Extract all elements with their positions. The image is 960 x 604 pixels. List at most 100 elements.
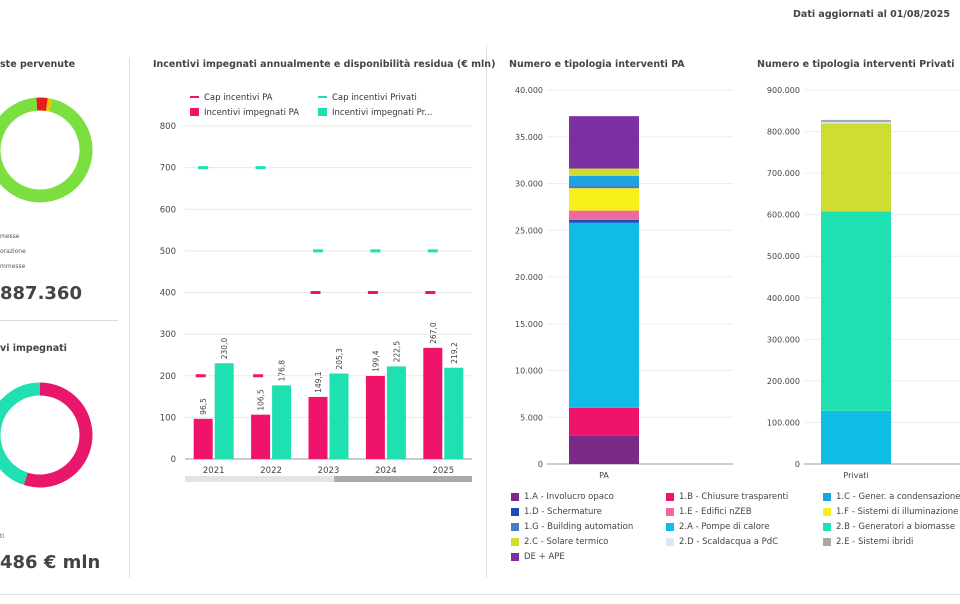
donut-slice <box>23 382 93 488</box>
legend-label: 2.C - Solare termico <box>524 537 609 547</box>
bar <box>308 396 328 459</box>
stack-segment <box>821 123 891 212</box>
legend-item[interactable]: 2.E - Sistemi ibridi <box>823 537 913 547</box>
requests-legend-3: mmesse <box>0 263 26 270</box>
legend-label: 2.A - Pompe di calore <box>679 522 770 532</box>
pa-chart-title: Numero e tipologia interventi PA <box>509 59 685 70</box>
legend-item[interactable]: 2.A - Pompe di calore <box>666 522 769 532</box>
legend-item[interactable]: 1.G - Building automation <box>511 522 633 532</box>
legend-item[interactable]: 1.C - Gener. a condensazione <box>823 492 960 502</box>
legend-swatch <box>666 538 674 546</box>
legend-label: DE + APE <box>524 552 565 562</box>
stack-segment <box>569 210 639 220</box>
data-label: 149,1 <box>314 371 323 393</box>
incentives-bar-chart: 0 100 200 300 400 500 600 700 800 2021 96,5 230,0 20… <box>160 93 472 482</box>
legend-label: 1.E - Edifici nZEB <box>679 507 752 517</box>
y-tick-label: 5.000 <box>520 413 543 422</box>
y-tick-label: 40.000 <box>515 86 543 95</box>
data-label: 230,0 <box>220 338 229 360</box>
funds-donut-chart <box>0 382 93 488</box>
requests-donut-chart <box>0 97 93 203</box>
y-tick-label: 300.000 <box>767 335 800 344</box>
legend-label: 2.B - Generatori a biomasse <box>836 522 956 532</box>
legend-label: Incentivi impegnati PA <box>204 108 299 118</box>
data-label: 205,3 <box>335 348 344 370</box>
cap-marker <box>198 166 209 170</box>
privati-stacked-bar-chart: 0 100.000 200.000 300.000 400.000 500.000 600.… <box>767 86 960 480</box>
stack-segment <box>569 116 639 169</box>
y-tick-label: 30.000 <box>515 180 543 189</box>
bar <box>272 385 292 459</box>
legend-item[interactable]: DE + APE <box>511 552 565 562</box>
y-tick-label: 500 <box>160 247 176 257</box>
legend-swatch <box>318 96 327 98</box>
footer-divider <box>0 594 960 595</box>
donut-slice <box>45 98 53 112</box>
y-tick-label: 700 <box>160 164 176 174</box>
donut-slice <box>0 382 41 485</box>
y-tick-label: 200 <box>160 372 176 382</box>
legend-label: 1.B - Chiusure trasparenti <box>679 492 789 502</box>
legend-swatch <box>511 508 519 516</box>
legend-swatch <box>511 553 519 561</box>
requests-legend-2: orazione <box>0 248 26 255</box>
stack-segment <box>821 410 891 464</box>
legend-label: 1.A - Involucro opaco <box>524 492 614 502</box>
stack-segment <box>821 121 891 124</box>
funds-legend-1: ti <box>0 533 5 540</box>
cap-marker <box>367 291 378 294</box>
legend-swatch <box>666 523 674 531</box>
legend-swatch <box>511 523 519 531</box>
legend-swatch <box>511 538 519 546</box>
y-tick-label: 600.000 <box>767 211 800 220</box>
y-tick-label: 200.000 <box>767 377 800 386</box>
y-tick-label: 900.000 <box>767 86 800 95</box>
cap-marker <box>253 374 264 378</box>
x-tick-label: 2025 <box>432 466 454 476</box>
y-tick-label: 10.000 <box>515 367 543 376</box>
cap-marker <box>370 249 381 253</box>
legend-item[interactable]: 1.E - Edifici nZEB <box>666 507 752 517</box>
funds-title: vi impegnati <box>0 343 67 354</box>
y-tick-label: 600 <box>160 205 176 215</box>
y-tick-label: 100 <box>160 413 176 423</box>
data-label: 96,5 <box>199 398 208 415</box>
cap-marker <box>425 291 436 294</box>
y-tick-label: 0 <box>171 455 176 465</box>
scrollbar-track <box>185 476 472 482</box>
data-label: 222,5 <box>392 341 401 363</box>
x-tick-label: 2022 <box>260 466 282 476</box>
data-label: 219,2 <box>450 342 459 364</box>
y-tick-label: 800.000 <box>767 128 800 137</box>
y-tick-label: 35.000 <box>515 133 543 142</box>
legend-swatch <box>823 523 831 531</box>
x-tick-label: 2021 <box>203 466 225 476</box>
legend-item[interactable]: 1.A - Involucro opaco <box>511 492 614 502</box>
legend-item[interactable]: 1.B - Chiusure trasparenti <box>666 492 788 502</box>
y-tick-label: 700.000 <box>767 169 800 178</box>
stack-segment <box>569 176 639 186</box>
stack-segment <box>569 185 639 189</box>
x-tick-label: Privati <box>843 471 868 480</box>
legend-label: 2.D - Scaldacqua a PdC <box>679 537 779 547</box>
donut-slice <box>36 97 48 111</box>
legend-item[interactable]: 2.B - Generatori a biomasse <box>823 522 955 532</box>
legend-label: Incentivi impegnati Pr... <box>332 108 432 118</box>
legend-label: 2.E - Sistemi ibridi <box>836 537 914 547</box>
legend-swatch <box>666 508 674 516</box>
cap-marker <box>427 249 438 253</box>
data-label: 176,8 <box>278 360 287 382</box>
data-label: 106,5 <box>257 389 266 411</box>
legend-item[interactable]: 1.F - Sistemi di illuminazione <box>823 507 958 517</box>
legend-label: 1.G - Building automation <box>524 522 634 532</box>
legend-item[interactable]: 2.D - Scaldacqua a PdC <box>666 537 778 547</box>
legend-swatch <box>666 493 674 501</box>
cap-marker <box>195 374 206 378</box>
legend-swatch <box>823 508 831 516</box>
legend-item[interactable]: 2.C - Solare termico <box>511 537 608 547</box>
legend-item[interactable]: 1.D - Schermature <box>511 507 602 517</box>
y-tick-label: 300 <box>160 330 176 340</box>
donut-slice <box>0 97 93 203</box>
stack-segment <box>569 188 639 211</box>
